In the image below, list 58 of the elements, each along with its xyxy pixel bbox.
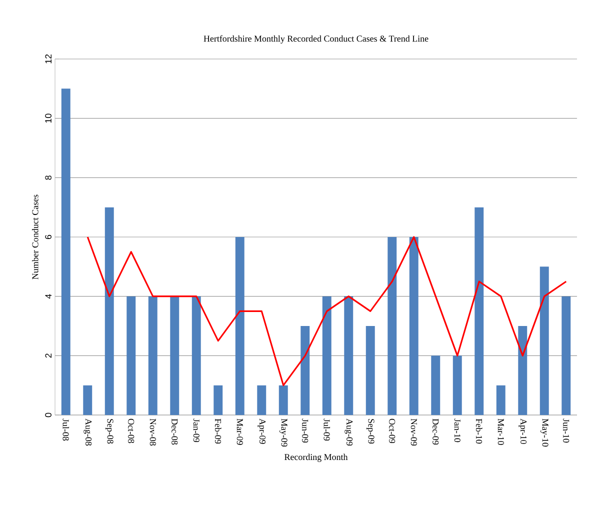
- x-tick-label: Jan-10: [454, 418, 460, 442]
- x-tick-label: Jul-09: [324, 418, 330, 441]
- x-tick-label: Aug-09: [344, 418, 353, 446]
- y-tick-label: 4: [45, 294, 52, 299]
- x-tick-label: Nov-08: [150, 418, 156, 446]
- x-tick-label: May-09: [279, 418, 288, 447]
- x-axis-title: Recording Month: [284, 454, 348, 462]
- bar: [496, 385, 506, 415]
- x-tick-label: Nov-09: [410, 418, 417, 446]
- x-tick-label: May-10: [540, 418, 548, 447]
- x-tick-label: Apr-09: [258, 418, 266, 444]
- x-tick-label: Aug-08: [84, 418, 92, 446]
- x-tick-label: Dec-09: [432, 418, 439, 445]
- y-tick-label: 2: [45, 354, 52, 358]
- chart-title: Hertfordshire Monthly Recorded Conduct Cases & Trend Line: [204, 35, 428, 44]
- x-tick-label: Sep-08: [105, 419, 114, 444]
- bar: [409, 236, 418, 415]
- bar: [300, 326, 310, 415]
- x-tick-label: Feb-10: [476, 418, 482, 444]
- y-tick-label: 12: [45, 54, 52, 64]
- bar: [518, 326, 528, 415]
- y-tick-label: 8: [45, 176, 52, 180]
- bar: [148, 296, 158, 415]
- x-tick-label: Feb-09: [214, 418, 222, 444]
- x-tick-label: Jun-09: [302, 418, 308, 443]
- bar: [540, 266, 549, 415]
- bar: [83, 385, 92, 415]
- bar: [104, 207, 114, 415]
- x-tick-label: Jan-09: [193, 418, 200, 442]
- bar: [474, 207, 484, 415]
- bar: [257, 385, 266, 415]
- bar: [431, 356, 440, 415]
- bar: [278, 385, 288, 415]
- bar: [322, 296, 332, 415]
- y-tick-label: 6: [45, 234, 52, 240]
- x-tick-label: Mar-10: [498, 418, 504, 445]
- x-tick-label: Mar-09: [236, 418, 243, 445]
- x-tick-label: Jun-10: [563, 418, 570, 443]
- x-tick-label: Oct-09: [389, 418, 396, 444]
- bar: [344, 296, 354, 415]
- x-tick-label: Apr-10: [518, 418, 527, 444]
- y-tick-label: 10: [45, 114, 52, 123]
- x-tick-label: Jul-08: [62, 418, 70, 441]
- bar: [366, 326, 375, 415]
- x-tick-label: Sep-09: [366, 419, 374, 444]
- bar: [562, 296, 571, 415]
- y-axis-title: Number Conduct Cases: [32, 194, 38, 280]
- bar: [126, 296, 136, 415]
- y-tick-label: 0: [45, 412, 52, 418]
- bar: [388, 236, 397, 415]
- bar: [192, 296, 201, 415]
- bar: [452, 356, 462, 415]
- bar: [61, 88, 70, 415]
- bar: [170, 296, 180, 415]
- x-tick-label: Oct-08: [128, 418, 134, 444]
- bar: [214, 385, 223, 415]
- x-tick-label: Dec-08: [172, 418, 178, 445]
- bar: [235, 236, 244, 415]
